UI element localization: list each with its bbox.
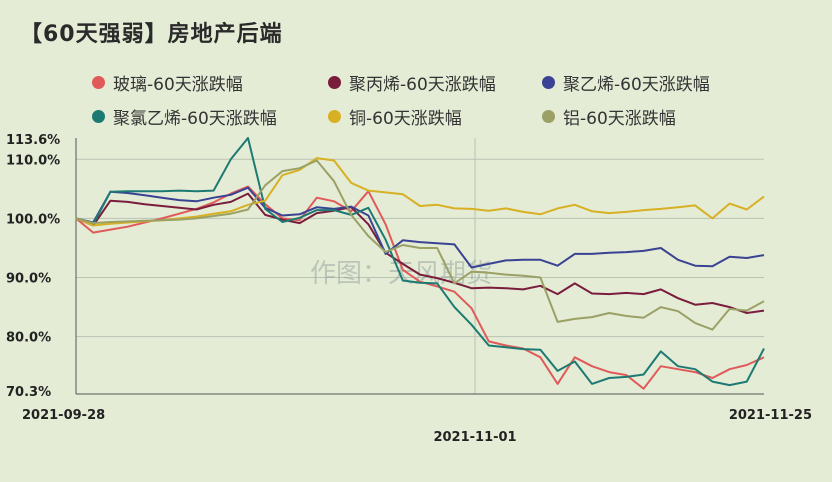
series-line-pvc xyxy=(75,137,765,387)
x-tick-label-1: 2021-11-01 xyxy=(433,430,516,445)
x-tick-label-0: 2021-09-28 xyxy=(22,408,105,423)
series-line-copper xyxy=(75,157,765,227)
chart-title: 【60天强弱】房地产后端 xyxy=(20,22,283,47)
y-tick-label-0: 113.6% xyxy=(6,133,60,148)
x-tick-label-2: 2021-11-25 xyxy=(729,408,812,423)
y-tick-label-3: 90.0% xyxy=(6,272,51,287)
y-tick-label-4: 80.0% xyxy=(6,331,51,346)
y-axis-ticks: 113.6% 110.0% 100.0% 90.0% 80.0% 70.3% xyxy=(6,133,60,400)
y-tick-label-5: 70.3% xyxy=(6,385,51,400)
series-line-aluminum xyxy=(75,159,765,331)
series-line-polypropylene xyxy=(75,192,765,314)
series-line-polyethylene xyxy=(75,186,765,269)
y-tick-label-2: 100.0% xyxy=(6,212,60,227)
x-axis-ticks: 2021-09-28 2021-11-01 2021-11-25 xyxy=(22,408,812,445)
y-tick-label-1: 110.0% xyxy=(6,153,60,168)
series-lines xyxy=(75,137,765,390)
series-line-glass xyxy=(75,185,765,390)
